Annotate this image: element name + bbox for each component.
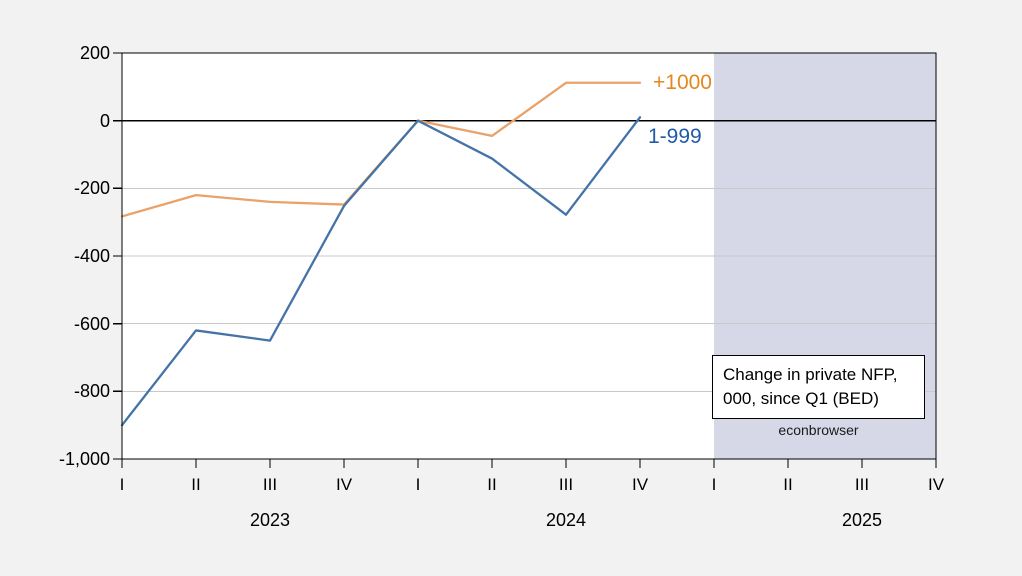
y-axis-tick-label: 0 — [99, 110, 110, 131]
y-axis-tick-label: -400 — [73, 246, 110, 266]
series-line-1999 — [120, 116, 642, 427]
x-axis-tick-label: II — [487, 475, 497, 494]
x-axis-tick-label: IV — [335, 475, 353, 494]
x-axis-tick-label: IV — [631, 475, 649, 494]
x-axis-tick-label: II — [191, 475, 201, 494]
x-axis-tick-label: I — [119, 475, 125, 494]
annotation-line-1: Change in private NFP, — [723, 365, 898, 384]
x-axis-tick-label: IV — [927, 475, 945, 494]
x-axis-tick-label: III — [558, 475, 574, 494]
x-axis-tick-label: III — [262, 475, 278, 494]
y-axis-tick-label: 200 — [79, 43, 110, 63]
year-label-2024: 2024 — [545, 510, 587, 530]
series-label-1000: +1000 — [653, 70, 712, 94]
x-axis-tick-label: III — [854, 475, 870, 494]
y-axis-tick-label: -1,000 — [58, 449, 110, 469]
year-label-2023: 2023 — [249, 510, 291, 530]
x-axis-tick-label: I — [415, 475, 421, 494]
series-label-1-999: 1-999 — [648, 125, 702, 149]
y-axis-tick-label: -200 — [73, 178, 110, 199]
x-axis-tick-label: I — [711, 475, 717, 494]
annotation-box: Change in private NFP, 000, since Q1 (BE… — [712, 355, 925, 419]
y-axis-tick-label: -600 — [73, 313, 110, 334]
annotation-line-2: 000, since Q1 (BED) — [723, 389, 879, 408]
watermark-text: econbrowser — [778, 422, 859, 438]
year-label-2025: 2025 — [841, 510, 883, 530]
x-axis-tick-label: II — [783, 475, 793, 494]
y-axis-tick-label: -800 — [73, 381, 110, 402]
